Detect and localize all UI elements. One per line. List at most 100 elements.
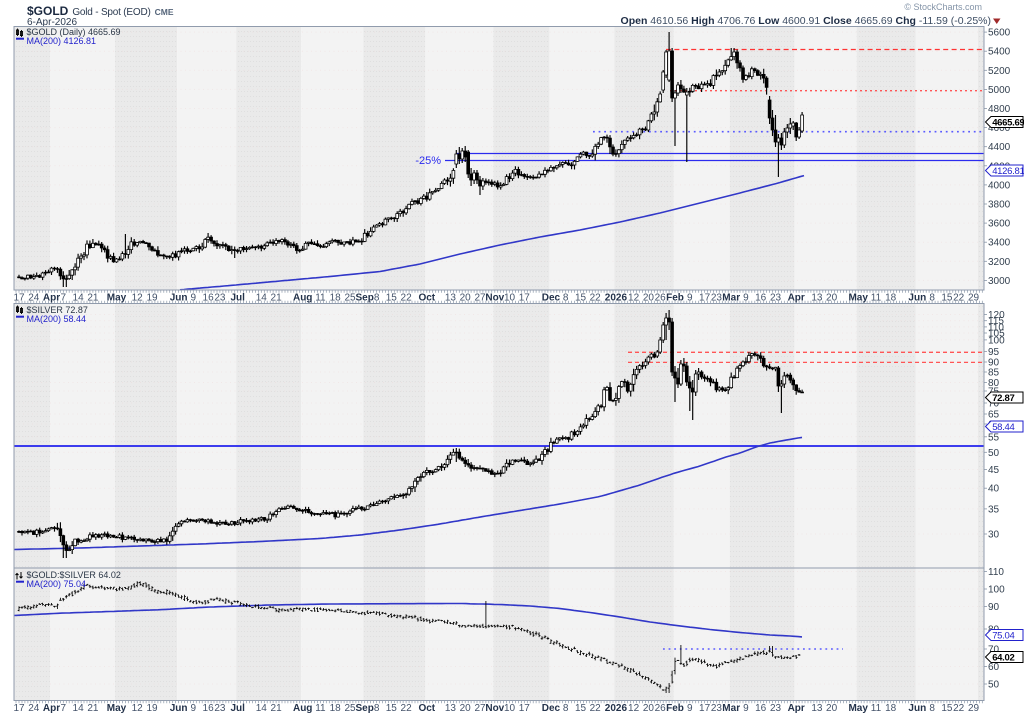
svg-text:22: 22 (590, 703, 602, 714)
svg-text:4665.69: 4665.69 (992, 117, 1024, 128)
svg-text:58.44: 58.44 (992, 422, 1014, 433)
svg-text:27: 27 (474, 703, 486, 714)
svg-text:29: 29 (968, 703, 980, 714)
svg-text:18: 18 (330, 293, 342, 304)
svg-text:MA(200) 4126.81: MA(200) 4126.81 (27, 36, 97, 46)
svg-text:17: 17 (13, 703, 25, 714)
svg-text:22: 22 (953, 293, 965, 304)
svg-text:13: 13 (811, 293, 823, 304)
svg-text:72.87: 72.87 (992, 393, 1014, 404)
svg-text:16: 16 (755, 703, 767, 714)
svg-text:May: May (107, 703, 127, 714)
svg-text:9: 9 (743, 703, 749, 714)
svg-text:Apr: Apr (788, 293, 805, 304)
svg-text:14: 14 (73, 703, 85, 714)
svg-text:MA(200) 75.04: MA(200) 75.04 (27, 579, 87, 589)
svg-text:12: 12 (628, 703, 640, 714)
svg-text:$SILVER 72.87: $SILVER 72.87 (27, 305, 88, 315)
svg-text:2026: 2026 (605, 703, 628, 714)
svg-text:Jul: Jul (230, 293, 245, 304)
svg-text:5000: 5000 (988, 85, 1011, 96)
svg-text:8: 8 (929, 703, 935, 714)
svg-text:3000: 3000 (988, 276, 1011, 287)
svg-text:Apr: Apr (788, 703, 805, 714)
svg-text:90: 90 (988, 358, 1000, 369)
svg-text:11: 11 (871, 293, 882, 304)
svg-text:May: May (848, 703, 868, 714)
svg-text:45: 45 (988, 465, 1000, 476)
svg-text:26: 26 (655, 293, 667, 304)
svg-text:13: 13 (445, 293, 457, 304)
svg-text:9: 9 (743, 293, 749, 304)
svg-text:4400: 4400 (988, 142, 1011, 153)
svg-text:5600: 5600 (988, 28, 1011, 39)
svg-text:9: 9 (191, 703, 197, 714)
svg-text:80: 80 (988, 378, 1000, 389)
svg-text:Jun: Jun (908, 293, 926, 304)
svg-text:Open 4610.56 High 4706.76 Lo: Open 4610.56 High 4706.76 Low 4600.91 Cl… (621, 15, 991, 27)
svg-text:May: May (107, 293, 127, 304)
svg-text:25: 25 (344, 703, 356, 714)
svg-text:3200: 3200 (988, 257, 1011, 268)
svg-text:4126.81: 4126.81 (992, 166, 1024, 177)
svg-text:Jun: Jun (170, 293, 188, 304)
svg-text:110: 110 (988, 567, 1004, 578)
svg-text:100: 100 (988, 585, 1005, 596)
svg-text:20: 20 (460, 293, 472, 304)
svg-text:17: 17 (13, 293, 25, 304)
svg-text:24: 24 (28, 293, 40, 304)
svg-text:18: 18 (330, 703, 342, 714)
svg-text:Aug: Aug (293, 293, 312, 304)
svg-text:23: 23 (770, 703, 782, 714)
svg-text:Oct: Oct (418, 703, 435, 714)
svg-text:Dec: Dec (542, 703, 561, 714)
svg-text:$GOLD (Daily) 4665.69: $GOLD (Daily) 4665.69 (27, 27, 121, 37)
svg-text:17: 17 (699, 293, 711, 304)
svg-text:22: 22 (401, 293, 413, 304)
svg-text:Nov: Nov (485, 293, 504, 304)
svg-text:20: 20 (826, 703, 838, 714)
svg-text:15: 15 (386, 703, 398, 714)
svg-text:65: 65 (988, 410, 1000, 421)
svg-text:18: 18 (885, 293, 897, 304)
svg-text:21: 21 (87, 703, 99, 714)
svg-text:MA(200) 58.44: MA(200) 58.44 (27, 314, 87, 324)
svg-text:14: 14 (73, 293, 85, 304)
svg-text:19: 19 (146, 293, 158, 304)
svg-text:20: 20 (460, 703, 472, 714)
svg-text:26: 26 (655, 703, 667, 714)
svg-text:Jun: Jun (908, 703, 926, 714)
svg-text:16: 16 (203, 703, 215, 714)
svg-text:12: 12 (628, 293, 640, 304)
svg-text:23: 23 (711, 703, 723, 714)
svg-text:85: 85 (988, 368, 1000, 379)
svg-text:8: 8 (929, 293, 935, 304)
svg-text:3400: 3400 (988, 238, 1011, 249)
svg-text:18: 18 (885, 703, 897, 714)
svg-text:50: 50 (988, 448, 1000, 459)
svg-text:4800: 4800 (988, 104, 1011, 115)
svg-text:8: 8 (374, 293, 380, 304)
svg-text:24: 24 (28, 703, 40, 714)
svg-text:© StockCharts.com: © StockCharts.com (904, 2, 982, 12)
svg-text:Feb: Feb (666, 703, 684, 714)
svg-text:15: 15 (575, 703, 587, 714)
svg-text:120: 120 (988, 310, 1005, 321)
svg-text:3800: 3800 (988, 200, 1011, 211)
svg-text:4600: 4600 (988, 123, 1011, 134)
svg-text:15: 15 (941, 703, 953, 714)
svg-text:29: 29 (968, 293, 980, 304)
svg-text:64.02: 64.02 (992, 652, 1014, 663)
svg-text:19: 19 (146, 703, 158, 714)
svg-text:8: 8 (563, 293, 569, 304)
svg-text:5400: 5400 (988, 47, 1011, 58)
svg-text:9: 9 (191, 293, 197, 304)
svg-text:-25%: -25% (415, 155, 441, 167)
svg-text:11: 11 (871, 703, 882, 714)
svg-text:21: 21 (87, 293, 99, 304)
svg-text:4000: 4000 (988, 180, 1011, 191)
svg-text:15: 15 (386, 293, 398, 304)
svg-text:23: 23 (770, 293, 782, 304)
svg-text:14: 14 (256, 703, 268, 714)
svg-text:20: 20 (826, 293, 838, 304)
